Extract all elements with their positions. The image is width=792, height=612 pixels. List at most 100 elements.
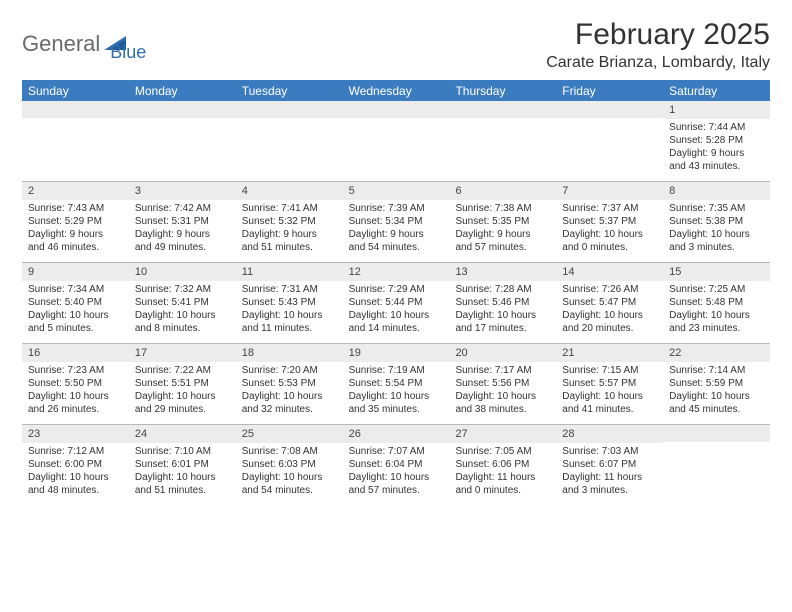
daylight-value: and 0 minutes. [455, 484, 550, 497]
daylight-value: Daylight: 10 hours [28, 309, 123, 322]
sunrise-value: Sunrise: 7:14 AM [669, 364, 764, 377]
daylight-value: Daylight: 10 hours [669, 390, 764, 403]
day-number: 23 [22, 425, 129, 443]
day-number: 19 [343, 344, 450, 362]
sunrise-value: Sunrise: 7:43 AM [28, 202, 123, 215]
day-number: 1 [663, 101, 770, 119]
daylight-value: and 51 minutes. [135, 484, 230, 497]
sunset-value: Sunset: 6:00 PM [28, 458, 123, 471]
sunrise-value: Sunrise: 7:34 AM [28, 283, 123, 296]
sunrise-value: Sunrise: 7:44 AM [669, 121, 764, 134]
sunset-value: Sunset: 6:04 PM [349, 458, 444, 471]
sunrise-value: Sunrise: 7:28 AM [455, 283, 550, 296]
sunset-value: Sunset: 5:43 PM [242, 296, 337, 309]
day-body: Sunrise: 7:32 AMSunset: 5:41 PMDaylight:… [129, 281, 236, 341]
week-row: 1Sunrise: 7:44 AMSunset: 5:28 PMDaylight… [22, 101, 770, 181]
daylight-value: and 0 minutes. [562, 241, 657, 254]
daylight-value: Daylight: 10 hours [135, 309, 230, 322]
day-cell [663, 425, 770, 505]
day-cell: 2Sunrise: 7:43 AMSunset: 5:29 PMDaylight… [22, 182, 129, 262]
sunrise-value: Sunrise: 7:42 AM [135, 202, 230, 215]
sunrise-value: Sunrise: 7:05 AM [455, 445, 550, 458]
daylight-value: and 32 minutes. [242, 403, 337, 416]
daylight-value: and 48 minutes. [28, 484, 123, 497]
daylight-value: and 26 minutes. [28, 403, 123, 416]
sunrise-value: Sunrise: 7:10 AM [135, 445, 230, 458]
sunset-value: Sunset: 5:29 PM [28, 215, 123, 228]
daylight-value: Daylight: 10 hours [242, 309, 337, 322]
day-number [129, 101, 236, 118]
day-body: Sunrise: 7:12 AMSunset: 6:00 PMDaylight:… [22, 443, 129, 503]
sunrise-value: Sunrise: 7:03 AM [562, 445, 657, 458]
sunrise-value: Sunrise: 7:41 AM [242, 202, 337, 215]
brand-logo: General Blue [22, 24, 146, 63]
sunset-value: Sunset: 5:35 PM [455, 215, 550, 228]
day-number: 9 [22, 263, 129, 281]
daylight-value: and 20 minutes. [562, 322, 657, 335]
daylight-value: Daylight: 9 hours [135, 228, 230, 241]
sunrise-value: Sunrise: 7:23 AM [28, 364, 123, 377]
day-body: Sunrise: 7:43 AMSunset: 5:29 PMDaylight:… [22, 200, 129, 260]
sunrise-value: Sunrise: 7:32 AM [135, 283, 230, 296]
daylight-value: and 49 minutes. [135, 241, 230, 254]
day-cell: 17Sunrise: 7:22 AMSunset: 5:51 PMDayligh… [129, 344, 236, 424]
day-number: 4 [236, 182, 343, 200]
sunset-value: Sunset: 6:06 PM [455, 458, 550, 471]
daylight-value: Daylight: 10 hours [242, 390, 337, 403]
day-cell: 6Sunrise: 7:38 AMSunset: 5:35 PMDaylight… [449, 182, 556, 262]
sunset-value: Sunset: 5:53 PM [242, 377, 337, 390]
day-number: 12 [343, 263, 450, 281]
day-number [343, 101, 450, 118]
daylight-value: Daylight: 10 hours [349, 471, 444, 484]
day-number: 6 [449, 182, 556, 200]
day-cell: 7Sunrise: 7:37 AMSunset: 5:37 PMDaylight… [556, 182, 663, 262]
title-block: February 2025 Carate Brianza, Lombardy, … [546, 18, 770, 72]
daylight-value: and 43 minutes. [669, 160, 764, 173]
sunrise-value: Sunrise: 7:12 AM [28, 445, 123, 458]
day-body: Sunrise: 7:29 AMSunset: 5:44 PMDaylight:… [343, 281, 450, 341]
day-number [22, 101, 129, 118]
daylight-value: Daylight: 10 hours [562, 228, 657, 241]
daylight-value: and 45 minutes. [669, 403, 764, 416]
daylight-value: and 17 minutes. [455, 322, 550, 335]
day-number: 14 [556, 263, 663, 281]
daylight-value: Daylight: 9 hours [669, 147, 764, 160]
sunrise-value: Sunrise: 7:37 AM [562, 202, 657, 215]
sunrise-value: Sunrise: 7:22 AM [135, 364, 230, 377]
day-cell: 14Sunrise: 7:26 AMSunset: 5:47 PMDayligh… [556, 263, 663, 343]
day-number: 11 [236, 263, 343, 281]
week-row: 2Sunrise: 7:43 AMSunset: 5:29 PMDaylight… [22, 181, 770, 262]
day-number: 28 [556, 425, 663, 443]
sunrise-value: Sunrise: 7:17 AM [455, 364, 550, 377]
sunset-value: Sunset: 5:32 PM [242, 215, 337, 228]
day-body: Sunrise: 7:34 AMSunset: 5:40 PMDaylight:… [22, 281, 129, 341]
day-cell: 15Sunrise: 7:25 AMSunset: 5:48 PMDayligh… [663, 263, 770, 343]
day-cell [22, 101, 129, 181]
daylight-value: and 41 minutes. [562, 403, 657, 416]
sunset-value: Sunset: 5:46 PM [455, 296, 550, 309]
day-number [663, 425, 770, 442]
day-number [449, 101, 556, 118]
week-row: 23Sunrise: 7:12 AMSunset: 6:00 PMDayligh… [22, 424, 770, 505]
day-number: 8 [663, 182, 770, 200]
day-cell: 8Sunrise: 7:35 AMSunset: 5:38 PMDaylight… [663, 182, 770, 262]
sunrise-value: Sunrise: 7:15 AM [562, 364, 657, 377]
day-cell: 1Sunrise: 7:44 AMSunset: 5:28 PMDaylight… [663, 101, 770, 181]
day-number [556, 101, 663, 118]
sunrise-value: Sunrise: 7:19 AM [349, 364, 444, 377]
day-cell: 12Sunrise: 7:29 AMSunset: 5:44 PMDayligh… [343, 263, 450, 343]
day-body: Sunrise: 7:38 AMSunset: 5:35 PMDaylight:… [449, 200, 556, 260]
day-body: Sunrise: 7:03 AMSunset: 6:07 PMDaylight:… [556, 443, 663, 503]
sunset-value: Sunset: 5:57 PM [562, 377, 657, 390]
day-body: Sunrise: 7:39 AMSunset: 5:34 PMDaylight:… [343, 200, 450, 260]
day-body: Sunrise: 7:15 AMSunset: 5:57 PMDaylight:… [556, 362, 663, 422]
day-number: 13 [449, 263, 556, 281]
day-number: 20 [449, 344, 556, 362]
daylight-value: Daylight: 10 hours [562, 309, 657, 322]
day-cell: 11Sunrise: 7:31 AMSunset: 5:43 PMDayligh… [236, 263, 343, 343]
sunset-value: Sunset: 5:41 PM [135, 296, 230, 309]
sunset-value: Sunset: 5:51 PM [135, 377, 230, 390]
sunrise-value: Sunrise: 7:29 AM [349, 283, 444, 296]
day-number: 24 [129, 425, 236, 443]
day-cell: 18Sunrise: 7:20 AMSunset: 5:53 PMDayligh… [236, 344, 343, 424]
